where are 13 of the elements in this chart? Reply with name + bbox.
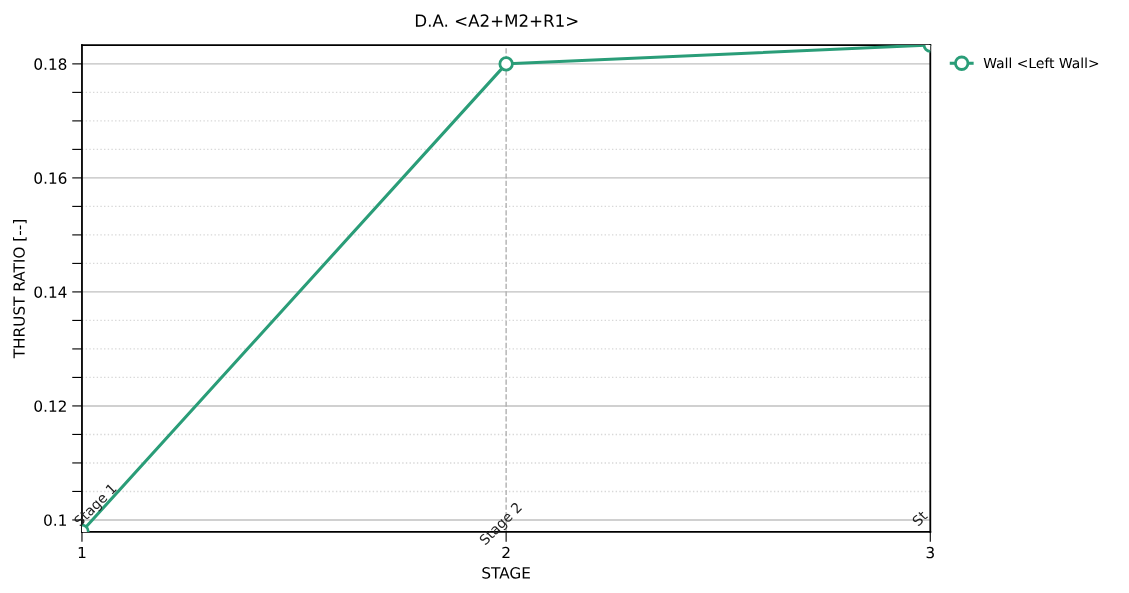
x-axis-title: STAGE: [482, 567, 530, 579]
y-tick-label: 0.1: [44, 514, 66, 526]
x-tick-label: 2: [502, 546, 510, 559]
y-tick-label: 0.16: [34, 172, 67, 184]
y-tick-label: 0.14: [34, 286, 67, 298]
chart-subtitle: D.A. <A2+M2+R1>: [415, 14, 578, 27]
y-axis-title: THRUST RATIO [--]: [13, 220, 27, 359]
x-tick-label: 1: [78, 546, 86, 559]
y-tick-label: 0.12: [34, 400, 66, 412]
legend-label: Wall <Left Wall>: [983, 57, 1099, 69]
annotation: St: [911, 509, 929, 527]
y-tick-label: 0.18: [34, 58, 67, 70]
x-tick-label: 3: [926, 546, 934, 559]
